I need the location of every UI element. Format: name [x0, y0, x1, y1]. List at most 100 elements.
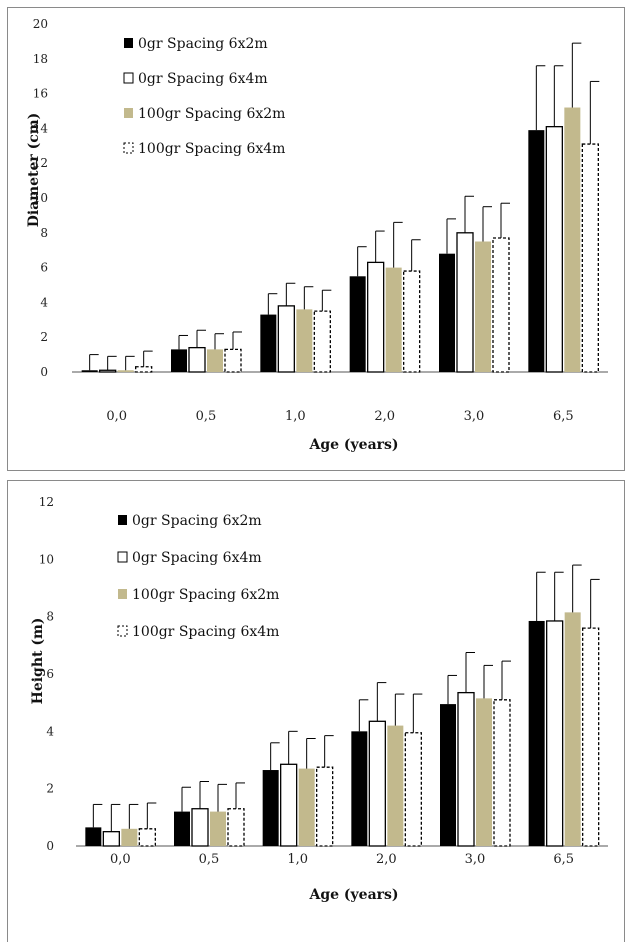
y-tick-label: 6	[46, 667, 54, 681]
bar	[174, 811, 190, 846]
bar	[210, 811, 226, 846]
bar	[351, 731, 368, 846]
diameter-chart-panel: Diameter (cm) Age (years) 0 2 4 6 8 10 12 14 16 1…	[7, 7, 625, 471]
bar	[85, 827, 102, 846]
y-tick-label: 2	[46, 782, 54, 796]
x-tick-label: 1,0	[285, 409, 306, 424]
y-axis-title: Height (m)	[30, 618, 46, 705]
bar	[316, 766, 334, 847]
bar	[476, 698, 492, 846]
legend-label: 0gr Spacing 6x2m	[132, 513, 262, 529]
x-tick-label: 3,0	[464, 409, 485, 424]
bar	[121, 828, 138, 846]
legend-label: 0gr Spacing 6x4m	[138, 71, 268, 87]
y-tick-label: 0	[46, 839, 54, 853]
bar	[135, 366, 153, 373]
x-tick-label: 3,0	[465, 852, 486, 867]
bar	[387, 725, 404, 846]
bar	[582, 627, 600, 847]
y-tick-label: 10	[39, 552, 54, 566]
x-tick-label: 0,5	[196, 409, 217, 424]
bar	[224, 348, 242, 373]
x-tick-label: 1,0	[287, 852, 308, 867]
bar	[385, 267, 402, 372]
legend-label: 100gr Spacing 6x4m	[132, 624, 279, 640]
y-tick-label: 8	[46, 610, 54, 624]
bar	[493, 699, 511, 847]
x-tick-label: 0,5	[199, 852, 220, 867]
y-axis-title: Diameter (cm)	[26, 113, 42, 227]
x-tick-label: 6,5	[553, 409, 574, 424]
bar	[99, 369, 117, 373]
y-tick-label: 14	[33, 121, 49, 135]
y-tick-label: 6	[40, 261, 48, 275]
y-tick-label: 0	[40, 365, 48, 379]
bar	[545, 126, 563, 373]
bar	[367, 261, 385, 373]
bar	[439, 253, 455, 372]
bar	[296, 309, 313, 372]
bar	[492, 237, 510, 373]
y-tick-label: 20	[33, 17, 48, 31]
bar	[188, 346, 206, 373]
y-tick-label: 18	[33, 52, 48, 66]
x-tick-label: 2,0	[376, 852, 397, 867]
x-axis-title: Age (years)	[308, 887, 398, 903]
y-tick-label: 4	[46, 724, 54, 738]
bar	[456, 232, 474, 373]
legend-label: 0gr Spacing 6x2m	[138, 36, 268, 52]
bar	[260, 314, 277, 372]
x-tick-label: 2,0	[374, 409, 395, 424]
x-tick-label: 0,0	[106, 409, 127, 424]
x-tick-label: 0,0	[110, 852, 131, 867]
y-tick-label: 8	[40, 226, 48, 240]
legend-swatch	[117, 625, 128, 637]
legend-swatch	[124, 108, 133, 118]
diameter-chart: Diameter (cm) Age (years) 0 2 4 6 8 10 12 14 16 1…	[26, 17, 608, 453]
bar	[298, 768, 315, 846]
bar	[102, 831, 120, 847]
x-axis-title: Age (years)	[308, 437, 398, 453]
legend-label: 100gr Spacing 6x2m	[132, 587, 279, 603]
bar	[349, 276, 366, 372]
bar	[227, 808, 245, 847]
y-tick-label: 12	[39, 495, 54, 509]
legend-swatch	[118, 589, 127, 599]
legend-label: 0gr Spacing 6x4m	[132, 550, 262, 566]
bar	[564, 107, 581, 373]
bar	[457, 691, 475, 847]
bar	[280, 763, 298, 847]
bar	[564, 612, 581, 846]
y-tick-label: 4	[40, 295, 48, 309]
legend-label: 100gr Spacing 6x4m	[138, 141, 285, 157]
bar	[313, 310, 331, 373]
y-tick-label: 2	[40, 330, 48, 344]
bar	[277, 305, 295, 373]
legend-swatch	[123, 72, 134, 84]
bar	[528, 130, 545, 372]
bar	[171, 349, 187, 372]
bar	[404, 732, 422, 847]
bar	[81, 370, 98, 372]
y-tick-label: 12	[33, 156, 48, 170]
bar	[117, 370, 134, 372]
x-tick-label: 6,5	[553, 852, 574, 867]
legend-swatch	[117, 551, 128, 563]
bar	[138, 828, 156, 847]
bar	[475, 241, 491, 372]
y-tick-label: 16	[33, 87, 48, 101]
height-chart: Height (m) Age (years) 0 2 4 6 8 10 12 0,0 0,5 1,…	[30, 495, 608, 903]
bar	[403, 270, 421, 373]
bar	[528, 620, 545, 846]
legend-label: 100gr Spacing 6x2m	[138, 106, 285, 122]
legend-swatch	[124, 38, 133, 48]
legend-swatch	[118, 515, 127, 525]
bar	[207, 349, 223, 372]
bar	[546, 620, 564, 847]
legend-swatch	[123, 142, 134, 154]
bar	[191, 808, 209, 847]
height-chart-panel: Height (m) Age (years) 0 2 4 6 8 10 12 0,0 0,5 1,…	[7, 480, 625, 942]
bar	[368, 720, 386, 847]
y-tick-label: 10	[33, 191, 48, 205]
bar	[440, 704, 456, 846]
